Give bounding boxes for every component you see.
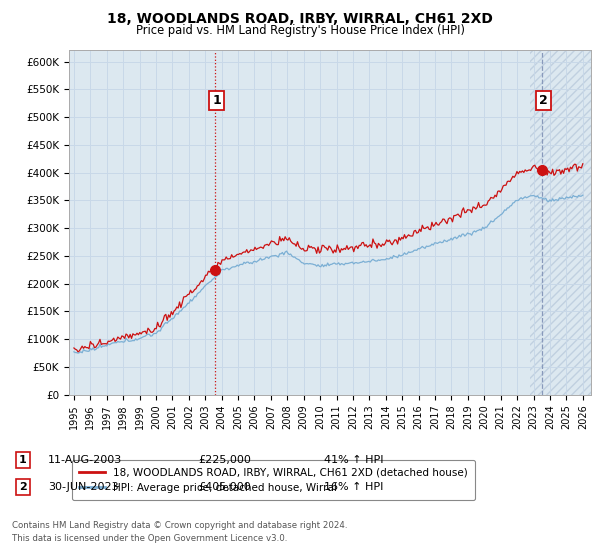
- Text: 1: 1: [19, 455, 26, 465]
- Text: 41% ↑ HPI: 41% ↑ HPI: [324, 455, 383, 465]
- Text: 2: 2: [539, 94, 548, 107]
- Legend: 18, WOODLANDS ROAD, IRBY, WIRRAL, CH61 2XD (detached house), HPI: Average price,: 18, WOODLANDS ROAD, IRBY, WIRRAL, CH61 2…: [71, 460, 475, 500]
- Bar: [530, 50, 591, 395]
- Text: 16% ↑ HPI: 16% ↑ HPI: [324, 482, 383, 492]
- Text: 2: 2: [19, 482, 26, 492]
- Text: This data is licensed under the Open Government Licence v3.0.: This data is licensed under the Open Gov…: [12, 534, 287, 543]
- Text: 11-AUG-2003: 11-AUG-2003: [48, 455, 122, 465]
- Text: 18, WOODLANDS ROAD, IRBY, WIRRAL, CH61 2XD: 18, WOODLANDS ROAD, IRBY, WIRRAL, CH61 2…: [107, 12, 493, 26]
- Text: 1: 1: [212, 94, 221, 107]
- Text: Price paid vs. HM Land Registry's House Price Index (HPI): Price paid vs. HM Land Registry's House …: [136, 24, 464, 37]
- Text: £225,000: £225,000: [198, 455, 251, 465]
- Text: Contains HM Land Registry data © Crown copyright and database right 2024.: Contains HM Land Registry data © Crown c…: [12, 521, 347, 530]
- Text: 30-JUN-2023: 30-JUN-2023: [48, 482, 119, 492]
- Text: £405,000: £405,000: [198, 482, 251, 492]
